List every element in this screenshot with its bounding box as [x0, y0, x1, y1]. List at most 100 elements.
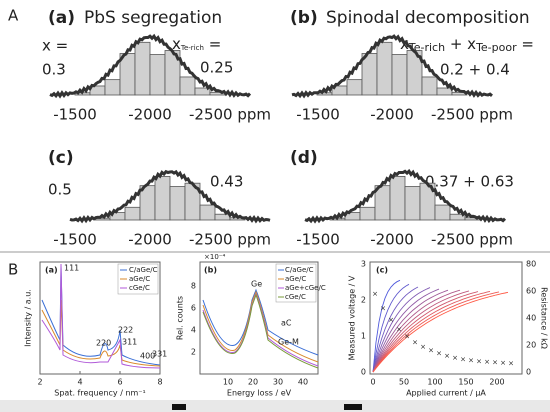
- axis-tick-label: -2000: [128, 231, 172, 249]
- axis-tick-label: -2000: [370, 231, 414, 249]
- annotation: 0.43: [210, 173, 243, 191]
- peak-label: 311: [122, 338, 137, 347]
- plot-frame: [39, 261, 161, 375]
- legend-label: aGe/C: [129, 275, 150, 283]
- histogram-bar: [124, 206, 141, 221]
- y2-tick-label: 0: [526, 368, 531, 377]
- histogram-bar: [346, 79, 363, 96]
- marker: ×: [500, 359, 506, 367]
- marker: ×: [404, 333, 410, 341]
- y2-tick-label: 60: [526, 287, 536, 296]
- histogram-bar: [199, 204, 216, 221]
- note-label: Ge: [251, 280, 262, 289]
- curve: [372, 289, 449, 373]
- annotation: =: [517, 35, 534, 53]
- curve: [372, 290, 491, 373]
- annotation: 0.5: [48, 181, 72, 199]
- x-tick-label: 200: [489, 378, 504, 387]
- y-tick-label: 0: [361, 368, 366, 377]
- y-tick-label: 2: [361, 296, 366, 305]
- histogram-bar: [149, 54, 166, 96]
- histogram-bar: [154, 175, 171, 221]
- fit-curve: [304, 168, 507, 224]
- marker: ×: [468, 356, 474, 364]
- y2-tick-label: 20: [526, 341, 536, 350]
- histogram-bar: [169, 186, 186, 221]
- axis-tick-label: -2500 ppm: [189, 106, 271, 124]
- histogram-bar: [194, 87, 211, 96]
- marker: ×: [396, 325, 402, 333]
- plot-frame: [199, 261, 319, 375]
- y-tick-label: 1: [361, 332, 366, 341]
- y2-tick-label: 80: [526, 260, 536, 269]
- x-tick-label: 50: [399, 378, 409, 387]
- curve: [372, 279, 401, 373]
- histogram-bar: [421, 76, 438, 96]
- panel-label: (a): [45, 266, 58, 275]
- panel-label: (b): [204, 266, 217, 275]
- histogram-bar: [104, 79, 121, 96]
- x-axis-label: Energy loss / eV: [227, 389, 292, 398]
- annotation: =: [204, 35, 221, 53]
- subscript: Te-poor: [475, 41, 517, 54]
- y-tick-label: 2: [191, 348, 196, 357]
- y-tick-label: 3: [361, 260, 366, 269]
- section-label: B: [8, 261, 18, 279]
- histogram-bar: [436, 87, 453, 96]
- y-tick-label: 8: [191, 282, 196, 291]
- x-axis-label: Spat. frequency / nm⁻¹: [54, 389, 145, 398]
- axis-tick-label: -2500 ppm: [431, 231, 513, 249]
- panel-title: Spinodal decomposition: [326, 8, 530, 28]
- axis-tick-label: -1500: [296, 231, 340, 249]
- x-tick-label: 30: [273, 378, 283, 387]
- curve: [372, 291, 500, 373]
- curve: [372, 287, 431, 373]
- note-label: aC: [281, 319, 292, 328]
- x-tick-label: 40: [298, 378, 308, 387]
- legend-label: cGe/C: [129, 284, 150, 292]
- panel-label: (d): [290, 148, 318, 168]
- y-axis-label: Rel. counts: [176, 296, 185, 340]
- curve: [372, 283, 410, 373]
- subscript: Te-rich: [180, 44, 204, 52]
- x-tick-label: 6: [117, 378, 122, 387]
- peak-label: 400: [140, 352, 155, 361]
- legend-label: aGe+cGe/C: [285, 284, 326, 292]
- histogram-bar: [434, 204, 451, 221]
- marker: ×: [428, 347, 434, 355]
- y2-axis-label: Resistance / kΩ: [540, 287, 549, 349]
- marker: ×: [492, 359, 498, 367]
- strip-block: [172, 404, 186, 410]
- panel-label: (c): [376, 266, 388, 275]
- fit-curve: [49, 33, 252, 99]
- marker: ×: [372, 290, 378, 298]
- curve: [372, 288, 440, 373]
- histogram-bar: [179, 76, 196, 96]
- x-tick-label: 8: [157, 378, 162, 387]
- marker: ×: [380, 305, 386, 313]
- curve: [372, 291, 509, 373]
- x-tick-label: 10: [223, 378, 233, 387]
- marker: ×: [484, 358, 490, 366]
- fit-curve: [291, 34, 493, 99]
- fit-curve: [69, 169, 271, 224]
- annotation: 0.2 + 0.4: [440, 61, 510, 79]
- section-label: A: [8, 7, 19, 25]
- curve: [372, 286, 419, 373]
- x-tick-label: 20: [248, 378, 258, 387]
- x-axis-label: Applied current / μA: [406, 389, 486, 398]
- marker: ×: [420, 343, 426, 351]
- marker: ×: [388, 316, 394, 324]
- strip-block: [344, 404, 362, 410]
- panel-label: (c): [48, 148, 74, 168]
- peak-label: 222: [118, 326, 133, 335]
- annotation: x =: [42, 37, 68, 55]
- histogram-bar: [404, 186, 421, 221]
- curve: [202, 293, 319, 369]
- marker: ×: [412, 338, 418, 346]
- axis-tick-label: -1500: [53, 106, 97, 124]
- x-tick-label: 2: [37, 378, 42, 387]
- annotation: 0.25: [200, 59, 233, 77]
- x-tick-label: 100: [427, 378, 442, 387]
